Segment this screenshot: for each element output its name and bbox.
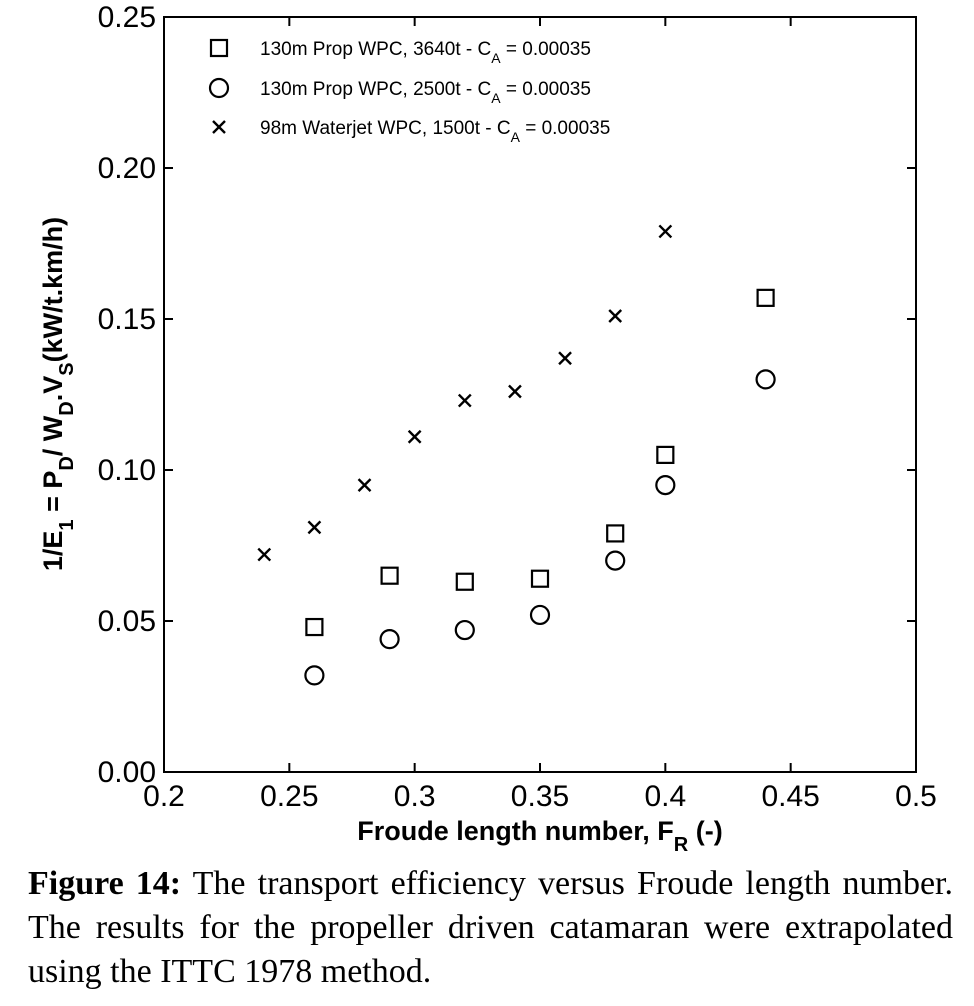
series-0-point-3 bbox=[530, 569, 550, 588]
series-2-point-8-stroke-b bbox=[658, 224, 673, 239]
series-2-point-7-stroke-b bbox=[608, 309, 623, 323]
data-points bbox=[257, 224, 776, 686]
series-2-point-0-stroke-b bbox=[257, 547, 272, 562]
legend-marker-0 bbox=[209, 38, 229, 58]
series-0-point-0 bbox=[305, 617, 324, 637]
chart: 0.2 0.25 0.3 0.35 0.4 0.45 0.5 0.00 0.05 0.10 0.15… bbox=[38, 1, 937, 856]
legend: 130m Prop WPC, 3640t - CA = 0.00035 130m… bbox=[208, 38, 610, 145]
y-tick-label-0: 0.00 bbox=[98, 756, 156, 789]
caption-text: The transport efficiency versus Froude l… bbox=[28, 865, 954, 990]
series-0-point-4 bbox=[606, 524, 625, 543]
series-2-point-4 bbox=[457, 393, 472, 408]
x-tick-label-6: 0.5 bbox=[895, 780, 937, 813]
legend-label-2: 98m Waterjet WPC, 1500t - CA = 0.00035 bbox=[260, 118, 610, 145]
series-2-point-2 bbox=[357, 478, 372, 492]
legend-marker-2-stroke-b bbox=[212, 120, 226, 134]
series-1-point-4 bbox=[605, 550, 626, 571]
caption-label: Figure 14: bbox=[28, 865, 182, 902]
y-tick-label-5: 0.25 bbox=[98, 1, 156, 34]
x-tick-label-0: 0.2 bbox=[143, 780, 185, 813]
series-2-point-2-stroke-b bbox=[357, 478, 372, 492]
legend-marker-2 bbox=[212, 120, 226, 134]
series-1-point-5 bbox=[655, 475, 676, 496]
series-1-point-3 bbox=[529, 604, 551, 626]
y-tick-label-3: 0.15 bbox=[98, 303, 156, 336]
series-1-point-0 bbox=[304, 665, 325, 686]
legend-marker-1 bbox=[208, 77, 230, 99]
y-tick-label-4: 0.20 bbox=[98, 152, 156, 185]
legend-markers bbox=[208, 38, 230, 134]
series-1-point-2 bbox=[454, 619, 475, 641]
series-2-point-1-stroke-b bbox=[307, 520, 322, 535]
series-2-point-6 bbox=[558, 351, 572, 366]
series-0-point-2 bbox=[455, 572, 474, 591]
y-tick-label-2: 0.10 bbox=[98, 454, 156, 487]
x-tick-label-5: 0.45 bbox=[761, 780, 819, 813]
series-2-point-3 bbox=[407, 429, 422, 444]
series-2-point-8 bbox=[658, 224, 673, 239]
y-axis-title: 1/E1 = PD/ WD.VS(kW/t.km/h) bbox=[38, 217, 78, 571]
series-2-point-0 bbox=[257, 547, 272, 562]
legend-label-1: 130m Prop WPC, 2500t - CA = 0.00035 bbox=[260, 79, 591, 106]
x-axis-title: Froude length number, FR (-) bbox=[357, 816, 722, 856]
series-1-point-6 bbox=[755, 369, 776, 390]
x-tick-label-2: 0.3 bbox=[394, 780, 436, 813]
series-2-point-7 bbox=[608, 309, 623, 323]
series-0-point-1 bbox=[380, 566, 399, 585]
x-tick-label-3: 0.35 bbox=[511, 780, 569, 813]
series-0-point-6 bbox=[756, 288, 775, 307]
series-2-point-5-stroke-b bbox=[508, 384, 522, 399]
series-2-point-4-stroke-b bbox=[457, 393, 472, 408]
series-0-point-5 bbox=[656, 445, 675, 464]
x-tick-label-1: 0.25 bbox=[260, 780, 318, 813]
series-1-point-1 bbox=[379, 629, 400, 650]
series-2-point-3-stroke-b bbox=[407, 429, 422, 444]
y-tick-label-1: 0.05 bbox=[98, 605, 156, 638]
x-tick-label-4: 0.4 bbox=[644, 780, 686, 813]
legend-label-0: 130m Prop WPC, 3640t - CA = 0.00035 bbox=[260, 39, 591, 66]
tick-labels: 0.2 0.25 0.3 0.35 0.4 0.45 0.5 0.00 0.05 0.10 0.15… bbox=[98, 1, 937, 813]
figure-caption: Figure 14: The transport efficiency vers… bbox=[28, 862, 953, 994]
series-2-point-5 bbox=[508, 384, 522, 399]
axis-ticks bbox=[163, 16, 917, 773]
series-2-point-1 bbox=[307, 520, 322, 535]
series-2-point-6-stroke-b bbox=[558, 351, 572, 366]
